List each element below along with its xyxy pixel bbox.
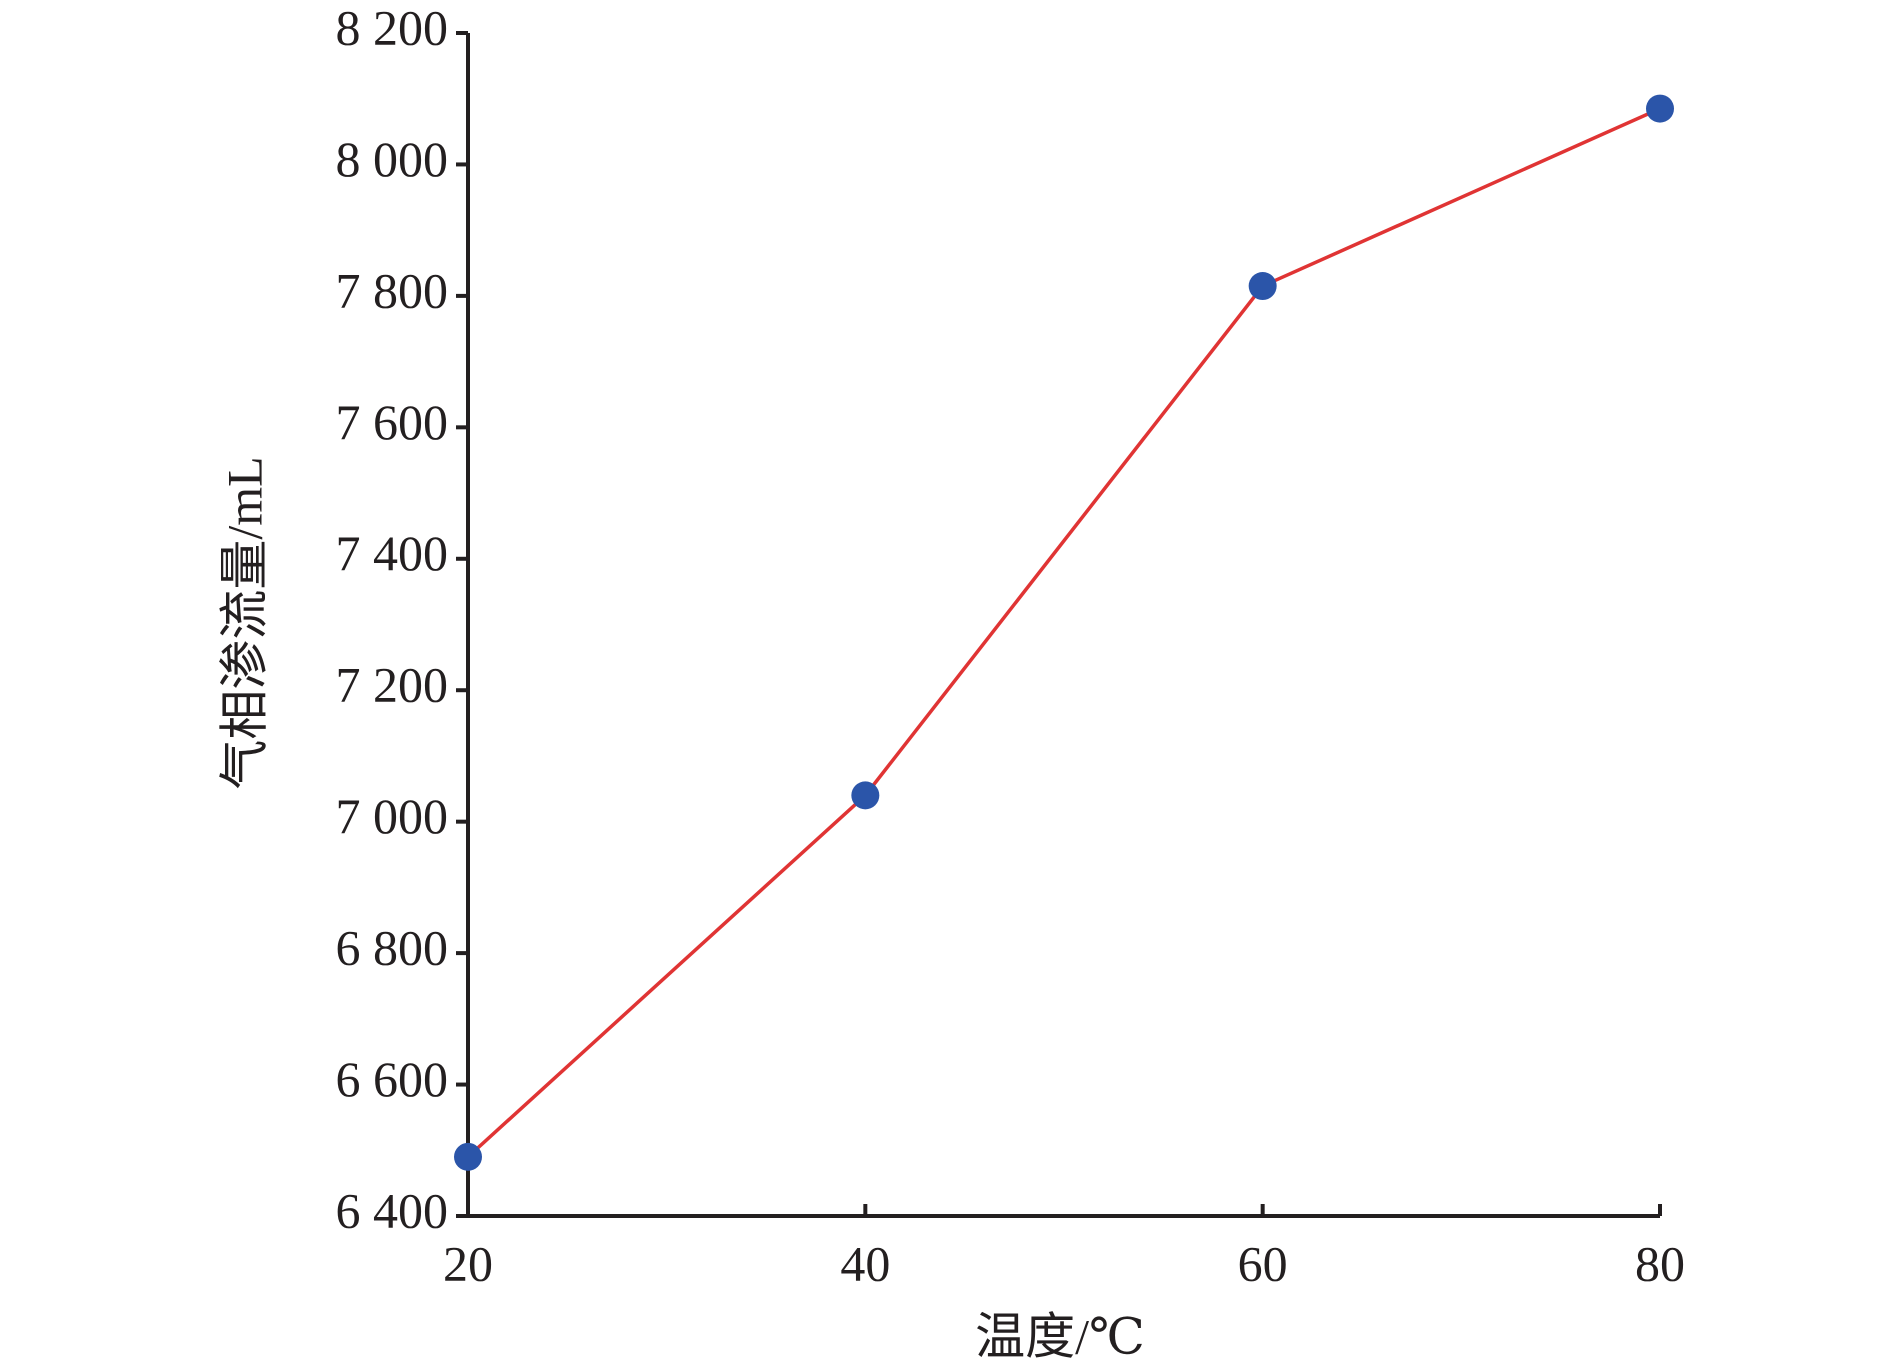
x-tick-label: 80 <box>1635 1235 1685 1291</box>
y-axis-title: 气相渗流量/mL <box>216 456 272 789</box>
y-tick-label: 7 200 <box>336 657 449 713</box>
x-tick-label: 20 <box>443 1235 493 1291</box>
y-tick-label: 7 000 <box>336 788 449 844</box>
x-tick-label: 40 <box>840 1235 890 1291</box>
data-point <box>851 781 880 810</box>
data-point <box>1646 94 1674 123</box>
y-tick-label: 6 400 <box>336 1182 449 1238</box>
data-point <box>1248 272 1277 301</box>
y-tick-label: 7 400 <box>336 525 449 581</box>
x-axis-title: 温度/℃ <box>975 1308 1145 1364</box>
y-tick-label: 6 600 <box>336 1051 449 1107</box>
y-tick-label: 8 000 <box>336 131 449 187</box>
y-tick-label: 7 800 <box>336 262 449 318</box>
y-tick-label: 7 600 <box>336 394 449 450</box>
data-line <box>466 106 1661 1159</box>
data-point <box>454 1142 482 1171</box>
y-tick-label: 8 200 <box>336 0 449 55</box>
x-tick-label: 60 <box>1238 1235 1288 1291</box>
y-tick-label: 6 800 <box>336 920 449 976</box>
